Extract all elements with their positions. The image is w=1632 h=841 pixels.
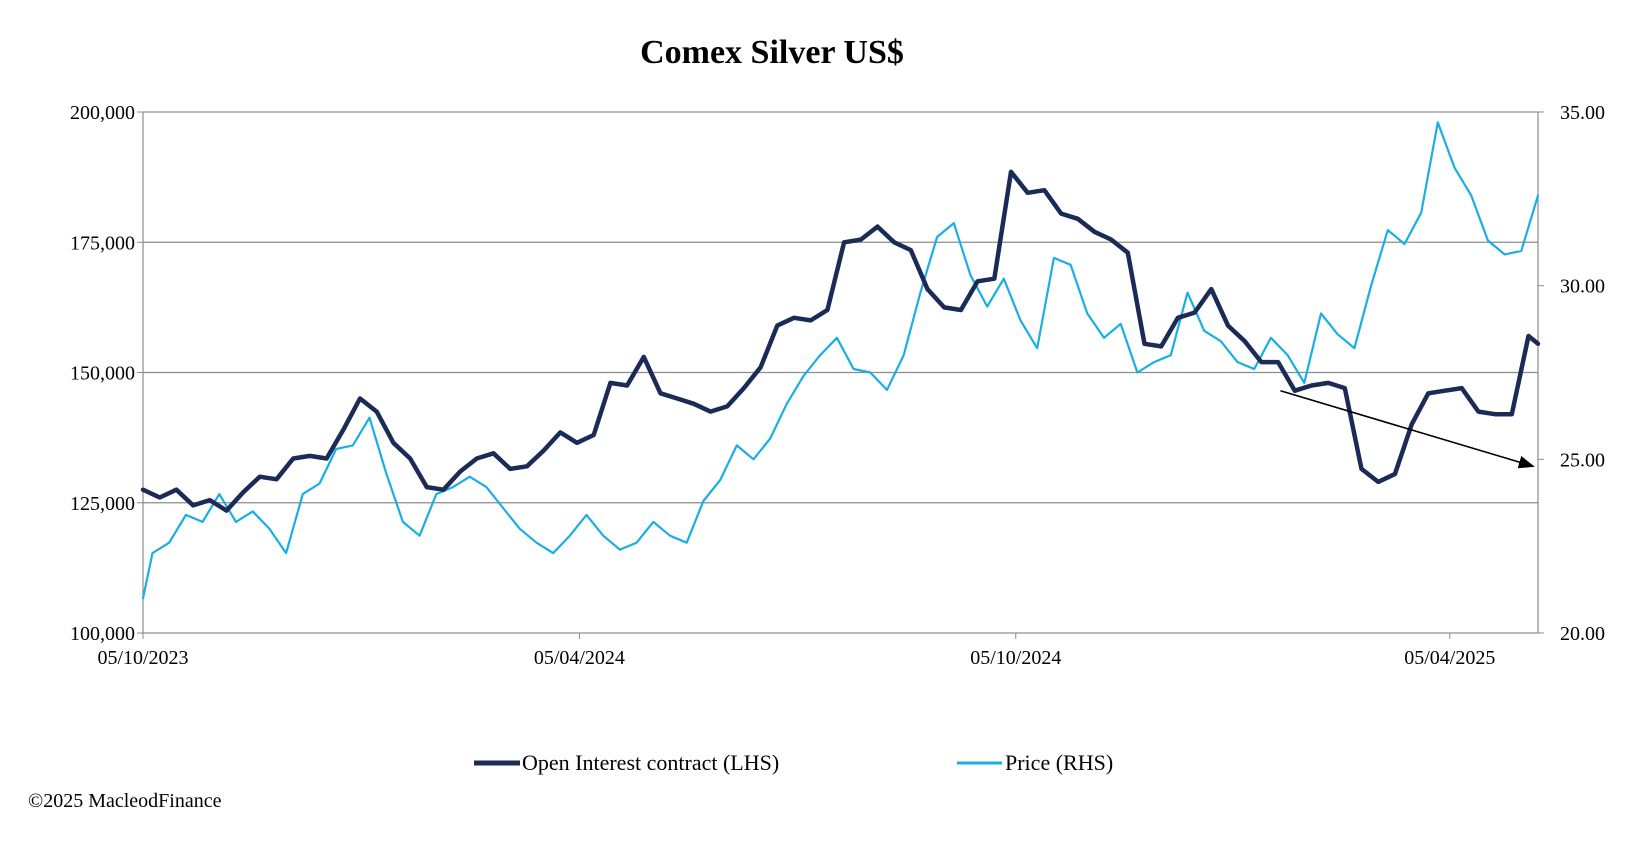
series-layer bbox=[140, 121, 1541, 600]
left-tick-label: 100,000 bbox=[70, 623, 135, 645]
x-tick-label: 05/10/2024 bbox=[970, 647, 1061, 669]
x-tick-label: 05/10/2023 bbox=[97, 647, 188, 669]
trend-arrow bbox=[1280, 389, 1535, 469]
series-line-price bbox=[141, 121, 1540, 600]
x-axis: 05/10/2023 05/04/2024 05/10/2024 05/04/2025 bbox=[97, 633, 1495, 669]
left-tick-label: 175,000 bbox=[70, 232, 135, 254]
legend-label-price: Price (RHS) bbox=[1005, 750, 1113, 775]
x-tick-label: 05/04/2024 bbox=[534, 647, 625, 669]
left-tick-label: 150,000 bbox=[70, 363, 135, 385]
left-tick-label: 200,000 bbox=[70, 102, 135, 124]
copyright-text: ©2025 MacleodFinance bbox=[28, 790, 222, 812]
right-tick-label: 25.00 bbox=[1560, 449, 1605, 471]
x-tick-label: 05/04/2025 bbox=[1404, 647, 1495, 669]
series-line-open-interest bbox=[140, 169, 1541, 513]
right-tick-label: 35.00 bbox=[1560, 102, 1605, 124]
chart-title: Comex Silver US$ bbox=[640, 34, 904, 71]
left-tick-label: 125,000 bbox=[70, 493, 135, 515]
legend-label-open-interest: Open Interest contract (LHS) bbox=[522, 750, 779, 775]
annotation-layer bbox=[1280, 389, 1535, 469]
grid-lines bbox=[143, 241, 1538, 504]
left-axis: 100,000 125,000 150,000 175,000 200,000 bbox=[70, 102, 143, 645]
legend: Open Interest contract (LHS) Price (RHS) bbox=[474, 750, 1113, 775]
right-tick-label: 20.00 bbox=[1560, 623, 1605, 645]
right-axis: 20.00 25.00 30.00 35.00 bbox=[1538, 102, 1605, 645]
right-tick-label: 30.00 bbox=[1560, 276, 1605, 298]
